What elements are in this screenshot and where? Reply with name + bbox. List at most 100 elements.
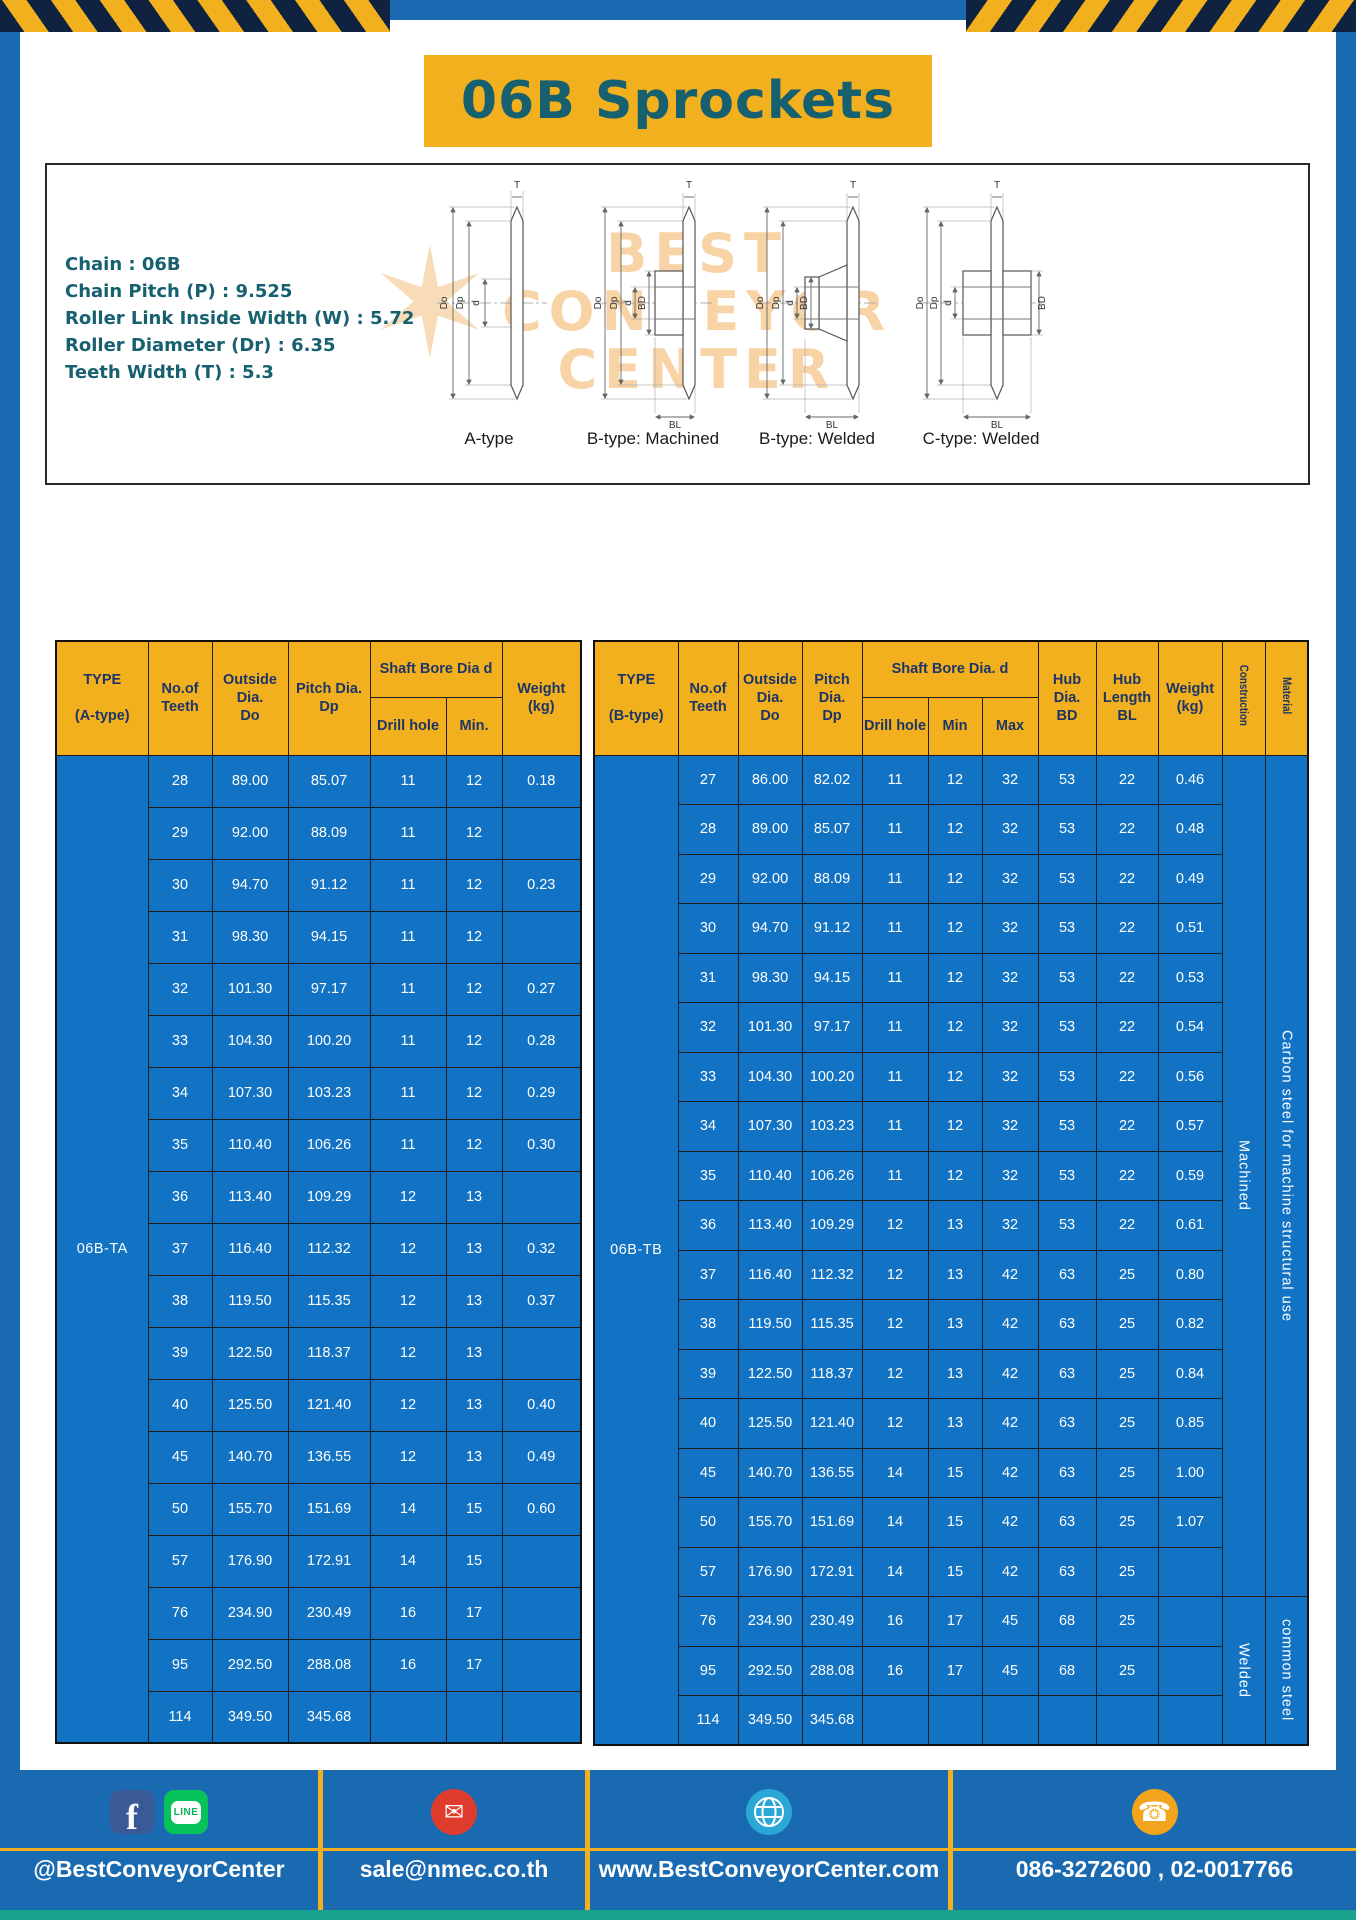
table-cell: 32 [677, 1002, 739, 1053]
table-cell: 12 [861, 1398, 929, 1449]
sprocket-drawings: Do Dp d T A-type [419, 177, 1051, 477]
globe-icon [746, 1789, 792, 1835]
table-row: 28 89.00 85.07 11 12 32 53 22 0.48 [594, 804, 1308, 855]
table-cell: 39 [147, 1326, 213, 1380]
table-cell: 0.56 [1157, 1051, 1223, 1102]
table-cell [501, 806, 582, 860]
table-cell: 288.08 [801, 1645, 863, 1696]
table-cell: 53 [1037, 1101, 1097, 1152]
table-cell: 11 [861, 903, 929, 954]
table-cell: 40 [677, 1398, 739, 1449]
table-cell: 42 [981, 1497, 1039, 1548]
table-row: 95 292.50 288.08 16 17 [56, 1638, 582, 1692]
table-cell: 63 [1037, 1546, 1097, 1597]
table-row: 35 110.40 106.26 11 12 32 53 22 0.59 [594, 1150, 1308, 1201]
table-row: 114 349.50 345.68 [594, 1695, 1308, 1746]
table-cell: 76 [147, 1586, 213, 1640]
table-cell: 345.68 [287, 1690, 371, 1744]
table-cell: 11 [369, 910, 447, 964]
col-header-outside-dia: Outside Dia. Do [211, 640, 289, 756]
table-cell: 115.35 [287, 1274, 371, 1328]
footer-website: www.BestConveyorCenter.com [598, 1856, 940, 1882]
hazard-stripe-left [0, 0, 390, 32]
table-cell: 25 [1095, 1348, 1159, 1399]
dim-label-d: d [471, 300, 482, 306]
table-cell: 109.29 [801, 1200, 863, 1251]
table-cell: 122.50 [211, 1326, 289, 1380]
table-cell [1095, 1695, 1159, 1746]
table-cell: 32 [981, 903, 1039, 954]
table-cell: 0.49 [501, 1430, 582, 1484]
table-cell: 12 [445, 962, 503, 1016]
table-cell: 42 [981, 1447, 1039, 1498]
table-row: 06B-TA 28 89.00 85.07 11 12 0.18 [55, 754, 582, 1744]
table-cell: 0.61 [1157, 1200, 1223, 1251]
table-row: 39 122.50 118.37 12 13 [56, 1326, 582, 1380]
table-cell: 32 [981, 1101, 1039, 1152]
table-row: 31 98.30 94.15 11 12 [56, 910, 582, 964]
table-cell: 39 [677, 1348, 739, 1399]
title-banner: 06B Sprockets [424, 55, 932, 147]
spec-line-chain: Chain : 06B [65, 254, 181, 275]
a-type-spec-table: TYPE (A-type) No.of Teeth Outside Dia. D… [55, 640, 583, 1744]
table-cell: 98.30 [737, 952, 803, 1003]
table-cell [927, 1695, 983, 1746]
table-row: 32 101.30 97.17 11 12 0.27 [56, 962, 582, 1016]
table-cell [1157, 1645, 1223, 1696]
hazard-stripe-right [966, 0, 1356, 32]
table-cell: 12 [445, 1118, 503, 1172]
table-cell: 12 [861, 1200, 929, 1251]
table-cell: 0.57 [1157, 1101, 1223, 1152]
page-title: 06B Sprockets [460, 71, 896, 131]
table-cell: 25 [1095, 1299, 1159, 1350]
table-cell: 116.40 [737, 1249, 803, 1300]
table-cell: 0.85 [1157, 1398, 1223, 1449]
col-header-min: Min [927, 696, 983, 756]
footer-social-icons: f LINE [110, 1784, 208, 1840]
table-cell: 0.18 [501, 754, 582, 808]
dim-label-d: d [623, 300, 634, 306]
table-cell: 11 [861, 754, 929, 805]
table-cell: 110.40 [737, 1150, 803, 1201]
table-cell: 22 [1095, 754, 1159, 805]
email-icon: ✉ [431, 1789, 477, 1835]
table-cell: 15 [445, 1534, 503, 1588]
table-cell: 1.00 [1157, 1447, 1223, 1498]
table-cell: 113.40 [211, 1170, 289, 1224]
table-cell: 38 [677, 1299, 739, 1350]
table-cell: 12 [369, 1378, 447, 1432]
table-row: 34 107.30 103.23 11 12 32 53 22 0.57 [594, 1101, 1308, 1152]
table-cell: 12 [445, 858, 503, 912]
footer-separator [318, 1770, 323, 1920]
facebook-icon: f [110, 1790, 154, 1834]
table-cell: 17 [445, 1586, 503, 1640]
table-cell: 68 [1037, 1645, 1097, 1696]
table-cell: 86.00 [737, 754, 803, 805]
table-cell: 155.70 [211, 1482, 289, 1536]
table-cell: 32 [981, 804, 1039, 855]
table-cell: 14 [369, 1482, 447, 1536]
dim-label-bl: BL [826, 420, 839, 429]
table-cell: 151.69 [287, 1482, 371, 1536]
table-cell: 17 [445, 1638, 503, 1692]
footer-divider-line [0, 1848, 1356, 1851]
table-cell: 172.91 [287, 1534, 371, 1588]
table-cell: 155.70 [737, 1497, 803, 1548]
figure-caption: B-type: Machined [586, 429, 720, 448]
table-cell: 16 [861, 1645, 929, 1696]
table-cell: 76 [677, 1596, 739, 1647]
table-row: 57 176.90 172.91 14 15 42 63 25 [594, 1546, 1308, 1597]
table-cell: 31 [677, 952, 739, 1003]
footer-website-section: www.BestConveyorCenter.com [590, 1770, 948, 1920]
table-cell: 92.00 [211, 806, 289, 860]
table-cell: 1.07 [1157, 1497, 1223, 1548]
table-row: 30 94.70 91.12 11 12 32 53 22 0.51 [594, 903, 1308, 954]
table-cell [501, 1534, 582, 1588]
col-header-teeth: No.of Teeth [677, 640, 739, 756]
table-cell: 63 [1037, 1299, 1097, 1350]
table-cell: 11 [369, 806, 447, 860]
table-cell: 16 [861, 1596, 929, 1647]
material-cell: Carbon steel for machine structural use [1264, 754, 1309, 1597]
figure-caption: C-type: Welded [922, 429, 1040, 448]
table-cell: 15 [927, 1497, 983, 1548]
